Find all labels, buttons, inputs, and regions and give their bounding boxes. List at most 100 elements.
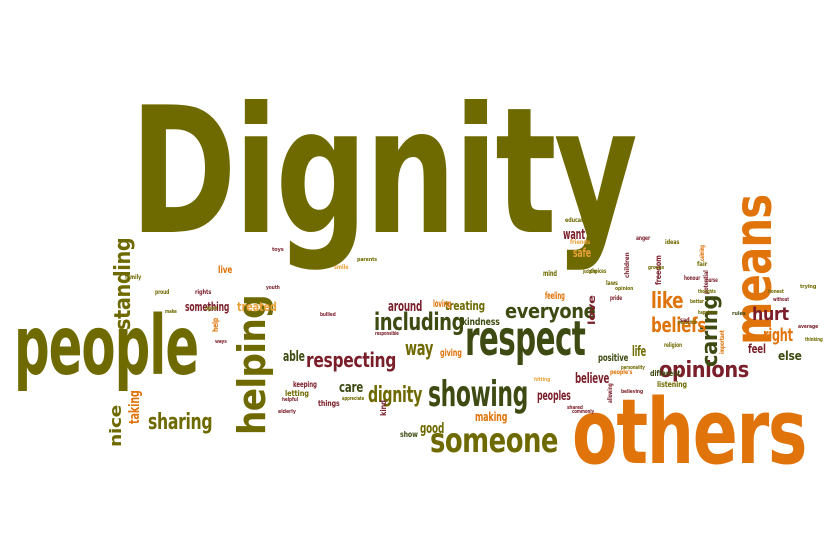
word-show: show [400,430,418,439]
word-good: good [420,421,445,437]
word-things: things [318,399,340,408]
word-different: different [650,369,681,378]
word-commonly: commonly [572,409,594,415]
word-make: make [165,309,177,315]
word-upon: upon [205,305,218,312]
word-education: education [565,217,592,224]
word-safe: safe [573,246,591,260]
word-proud: proud [155,289,170,296]
word-dignity: Dignity [130,71,638,274]
word-beliefs: beliefs [651,313,706,337]
word-kindness: kindness [462,317,500,328]
word-believing: believing [621,389,644,395]
word-choices: choices [590,268,607,275]
word-able: able [283,349,305,365]
word-personal: personal [678,319,697,326]
word-better: better [690,299,705,305]
word-like: like [651,289,684,314]
word-care: care [339,380,364,396]
word-trying: trying [800,284,817,290]
word-parents: parents [357,257,378,263]
word-ideas: ideas [665,239,680,246]
word-anger: anger [636,235,651,242]
word-giving: giving [440,348,462,359]
word-children: children [624,252,631,278]
word-personality: personality [621,365,645,371]
word-something: something [185,300,230,314]
word-around: around [388,299,423,315]
word-standing: standing [111,237,136,330]
word-life: life [632,344,647,360]
word-elderly: elderly [278,409,296,415]
word-respect: respect [465,311,586,367]
word-making: making [475,410,508,424]
word-calming: calming [699,245,706,261]
word-sad: sad [680,317,690,324]
word-everyone: everyone [505,299,596,323]
word-love: love [587,295,598,325]
word-want: want [563,227,585,243]
word-treated: treated [237,300,277,314]
word-sharing: sharing [148,410,213,435]
word-positive: positive [598,353,629,364]
word-nice: nice [106,405,125,447]
word-feel: feel [748,342,766,356]
word-showing: showing [428,374,528,415]
word-believe: believe [575,371,610,387]
word-mind: mind [543,269,557,278]
word-average: average [798,324,819,330]
word-ways: ways [215,339,227,345]
word-thoughts: thoughts [698,289,716,295]
word-shared: shared [567,405,583,411]
word-allowing: allowing [607,383,614,403]
word-opinions: opinions [659,358,749,383]
word-live: live [218,265,233,276]
word-groups: groups [648,265,664,271]
word-dignity: dignity [368,383,423,408]
word-taking: taking [127,390,143,424]
word-family: family [125,274,142,281]
word-treating: treating [445,299,485,313]
word-smile: smile [334,264,349,271]
word-kind: kind [379,400,388,416]
word-feeling: feeling [545,291,565,302]
word-loving: loving [433,299,452,310]
word-including: including [374,308,465,336]
word-help: help [211,318,220,332]
word-rights: rights [195,289,212,296]
word-hurt: hurt [752,304,789,325]
word-respecting: respecting [306,348,397,372]
word-letting: letting [285,389,309,398]
word-friends: friends [570,239,590,246]
word-someone: someone [430,421,558,461]
word-helping: helping [230,294,274,435]
word-hitting: hitting [534,377,551,383]
word-else: else [778,349,802,363]
word-fair: fair [697,261,708,268]
word-without: without [773,297,789,303]
word-appreciate: appreciate [342,396,365,402]
word-way: way [405,336,434,360]
word-religion: religion [664,342,682,349]
word-judging: judging [583,269,597,275]
word-toys: toys [272,247,284,253]
word-laws: laws [606,280,618,287]
word-people: people [14,299,199,394]
word-youth: youth [266,285,280,291]
word-bullied: bullied [320,312,336,318]
word-listening: listening [657,380,687,389]
word-honest: honest [768,289,784,295]
word-happiness: happiness [698,310,718,316]
word-peoples: peoples [537,389,571,404]
word-important: important [719,330,726,354]
word-pride: pride [610,295,623,302]
word-opinion: opinion [615,286,634,292]
word-people-s: people's [610,369,633,376]
word-honour: honour [684,275,701,282]
word-others: others [572,380,807,485]
word-responsible: responsible [375,331,399,337]
word-thinking: thinking [805,337,823,343]
word-keeping: keeping [293,380,317,389]
word-helpful: helpful [282,397,298,403]
